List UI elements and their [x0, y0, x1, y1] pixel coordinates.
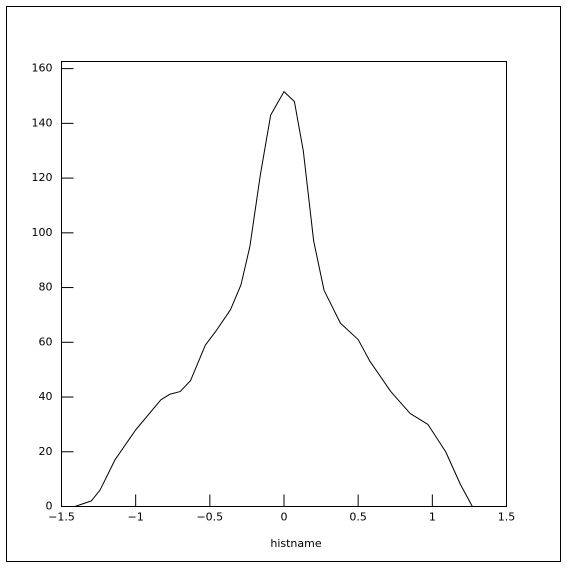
x-tick-label: 1 [429, 511, 436, 524]
y-tick-label: 40 [39, 390, 53, 403]
x-tick-label: −1.5 [48, 511, 75, 524]
x-tick-label: 0 [281, 511, 288, 524]
x-tick-label: −0.5 [196, 511, 223, 524]
y-tick-label: 60 [39, 335, 53, 348]
y-tick-label: 160 [32, 62, 53, 75]
y-tick-label: 0 [46, 500, 53, 513]
x-tick-label: 1.5 [498, 511, 516, 524]
y-tick-label: 120 [32, 171, 53, 184]
data-line [74, 91, 473, 507]
canvas-border [6, 6, 561, 562]
y-tick-label: 80 [39, 281, 53, 294]
x-axis-label: histname [270, 537, 321, 550]
y-tick-label: 140 [32, 116, 53, 129]
x-tick-label: −1 [128, 511, 144, 524]
y-tick-label: 100 [32, 226, 53, 239]
x-tick-label: 0.5 [349, 511, 367, 524]
y-tick-label: 20 [39, 445, 53, 458]
